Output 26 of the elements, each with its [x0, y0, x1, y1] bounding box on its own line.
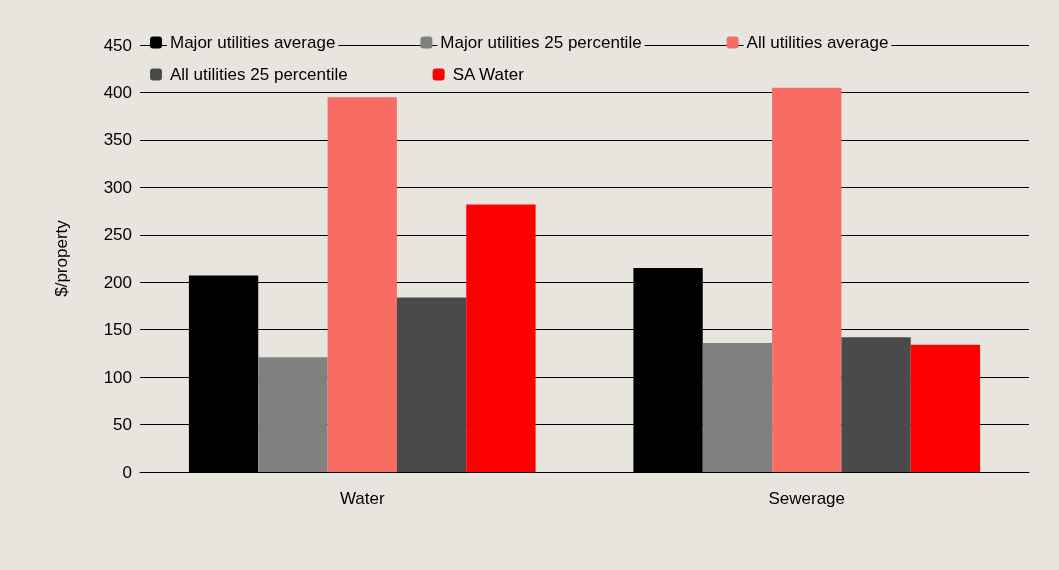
- y-tick-label: 50: [113, 415, 132, 435]
- y-tick-label: 350: [103, 130, 132, 150]
- legend-label: All utilities 25 percentile: [170, 65, 348, 84]
- bar: [910, 344, 981, 472]
- bar: [327, 97, 397, 472]
- legend-label: All utilities average: [746, 33, 889, 52]
- bar: [258, 357, 328, 472]
- bar: [702, 342, 773, 472]
- y-tick-label: 300: [103, 177, 132, 197]
- y-tick-label: 450: [103, 35, 132, 55]
- bar: [772, 87, 842, 472]
- y-tick-label: 250: [103, 225, 132, 245]
- legend-label: SA Water: [452, 65, 525, 84]
- legend-label: Major utilities average: [170, 33, 336, 52]
- bar: [841, 337, 911, 472]
- y-tick-label: 150: [103, 320, 132, 340]
- legend-label: Major utilities 25 percentile: [440, 33, 642, 52]
- y-tick-label: 0: [122, 462, 132, 482]
- x-tick-label: Sewerage: [768, 489, 846, 508]
- y-axis-title: $/property: [52, 219, 71, 297]
- y-tick-label: 100: [103, 367, 132, 387]
- y-tick-label: 200: [103, 272, 132, 292]
- bar: [466, 204, 536, 472]
- bar: [396, 297, 467, 472]
- y-tick-label: 400: [103, 82, 132, 102]
- x-tick-label: Water: [339, 489, 385, 508]
